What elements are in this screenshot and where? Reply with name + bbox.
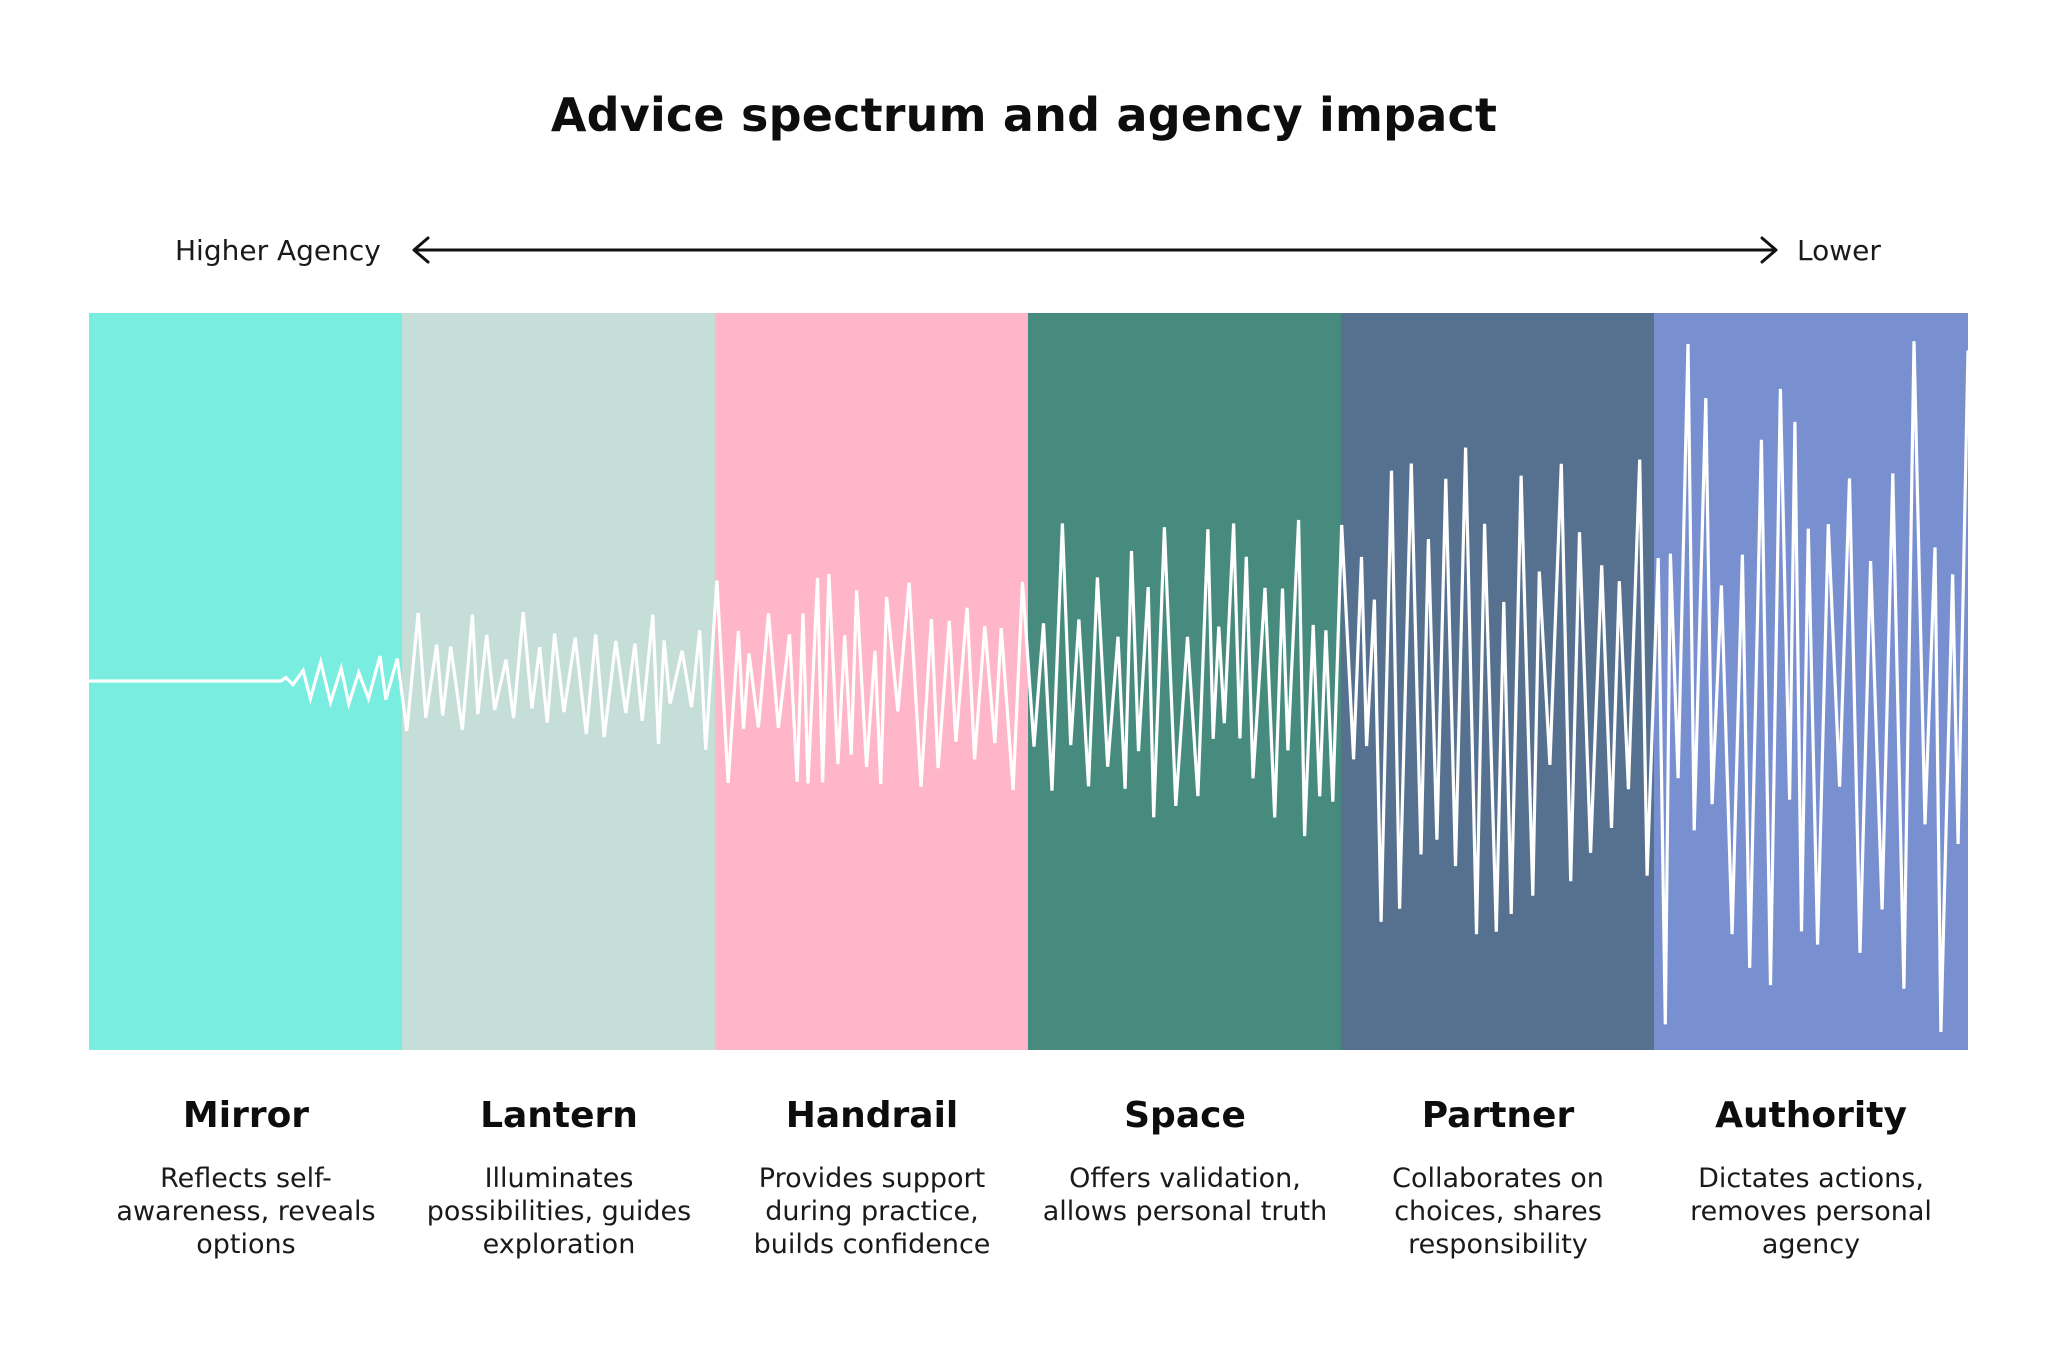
category-name: Space (1124, 1095, 1246, 1136)
agency-axis-arrow (412, 236, 1778, 264)
axis-right-label: Lower (1797, 234, 1881, 267)
category-name: Handrail (785, 1095, 959, 1136)
category-description: Offers validation, allows personal truth (1042, 1163, 1328, 1227)
category-name: Lantern (480, 1095, 638, 1136)
category-handrail: Handrail Provides support during practic… (722, 1095, 1022, 1261)
category-lantern: Lantern Illuminates possibilities, guide… (409, 1095, 709, 1261)
axis-left-label: Higher Agency (175, 234, 381, 267)
category-description: Collaborates on choices, shares responsi… (1392, 1163, 1604, 1260)
category-authority: Authority Dictates actions, removes pers… (1661, 1095, 1961, 1261)
category-mirror: Mirror Reflects self-awareness, reveals … (96, 1095, 396, 1261)
category-name: Authority (1715, 1095, 1907, 1136)
category-space: Space Offers validation, allows personal… (1035, 1095, 1335, 1228)
category-name: Mirror (182, 1095, 310, 1136)
category-partner: Partner Collaborates on choices, shares … (1348, 1095, 1648, 1261)
category-description: Dictates actions, removes personal agenc… (1690, 1163, 1932, 1260)
category-name: Partner (1421, 1095, 1575, 1136)
category-description: Illuminates possibilities, guides explor… (426, 1163, 692, 1260)
agency-waveform (89, 341, 1968, 1032)
waveform-line (89, 341, 1968, 1032)
diagram-title: Advice spectrum and agency impact (550, 88, 1498, 142)
category-description: Reflects self-awareness, reveals options (116, 1163, 376, 1260)
category-description: Provides support during practice, builds… (753, 1163, 991, 1260)
